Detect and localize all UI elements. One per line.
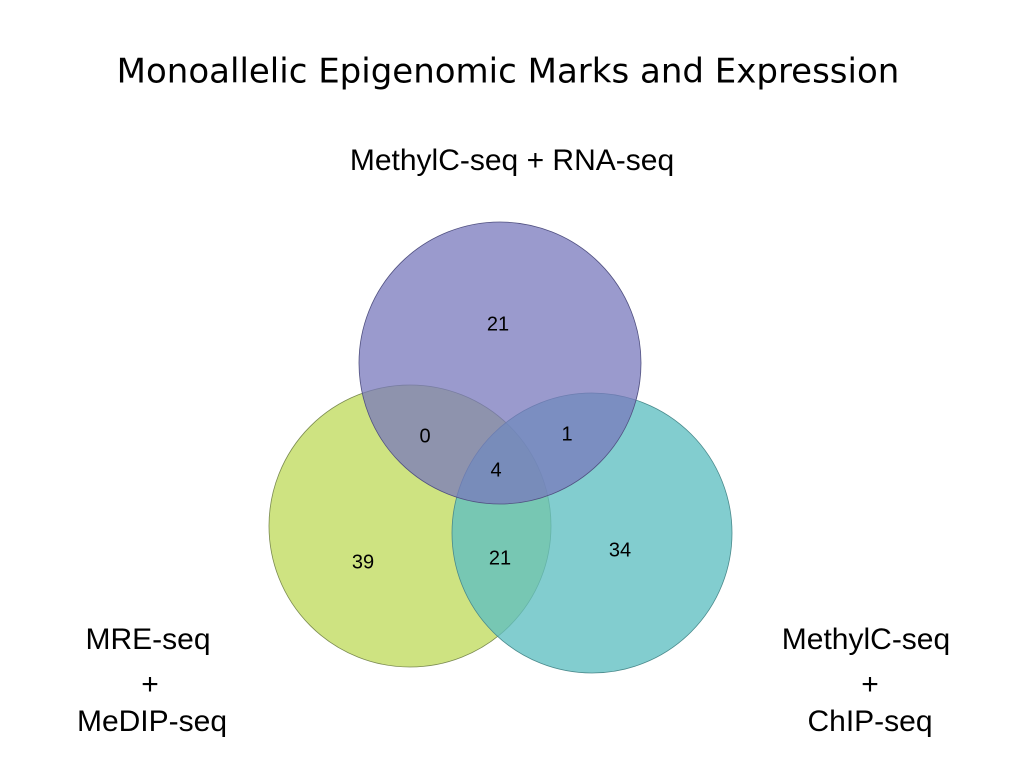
set-label: +	[141, 668, 159, 701]
set-circle-top	[358, 221, 642, 505]
region-count: 0	[419, 425, 430, 447]
region-count: 1	[561, 423, 572, 445]
region-count: 34	[609, 539, 631, 561]
region-count: 4	[490, 459, 501, 481]
set-label: ChIP-seq	[807, 705, 932, 738]
region-count: 21	[489, 547, 511, 569]
title: Monoallelic Epigenomic Marks and Express…	[117, 52, 900, 92]
set-label: MeDIP-seq	[77, 705, 227, 738]
set-label: +	[861, 668, 879, 701]
set-label: MethylC-seq + RNA-seq	[350, 144, 674, 177]
set-label: MethylC-seq	[782, 623, 950, 656]
region-count: 39	[352, 551, 374, 573]
set-label: MRE-seq	[85, 623, 210, 656]
region-count: 21	[487, 313, 509, 335]
